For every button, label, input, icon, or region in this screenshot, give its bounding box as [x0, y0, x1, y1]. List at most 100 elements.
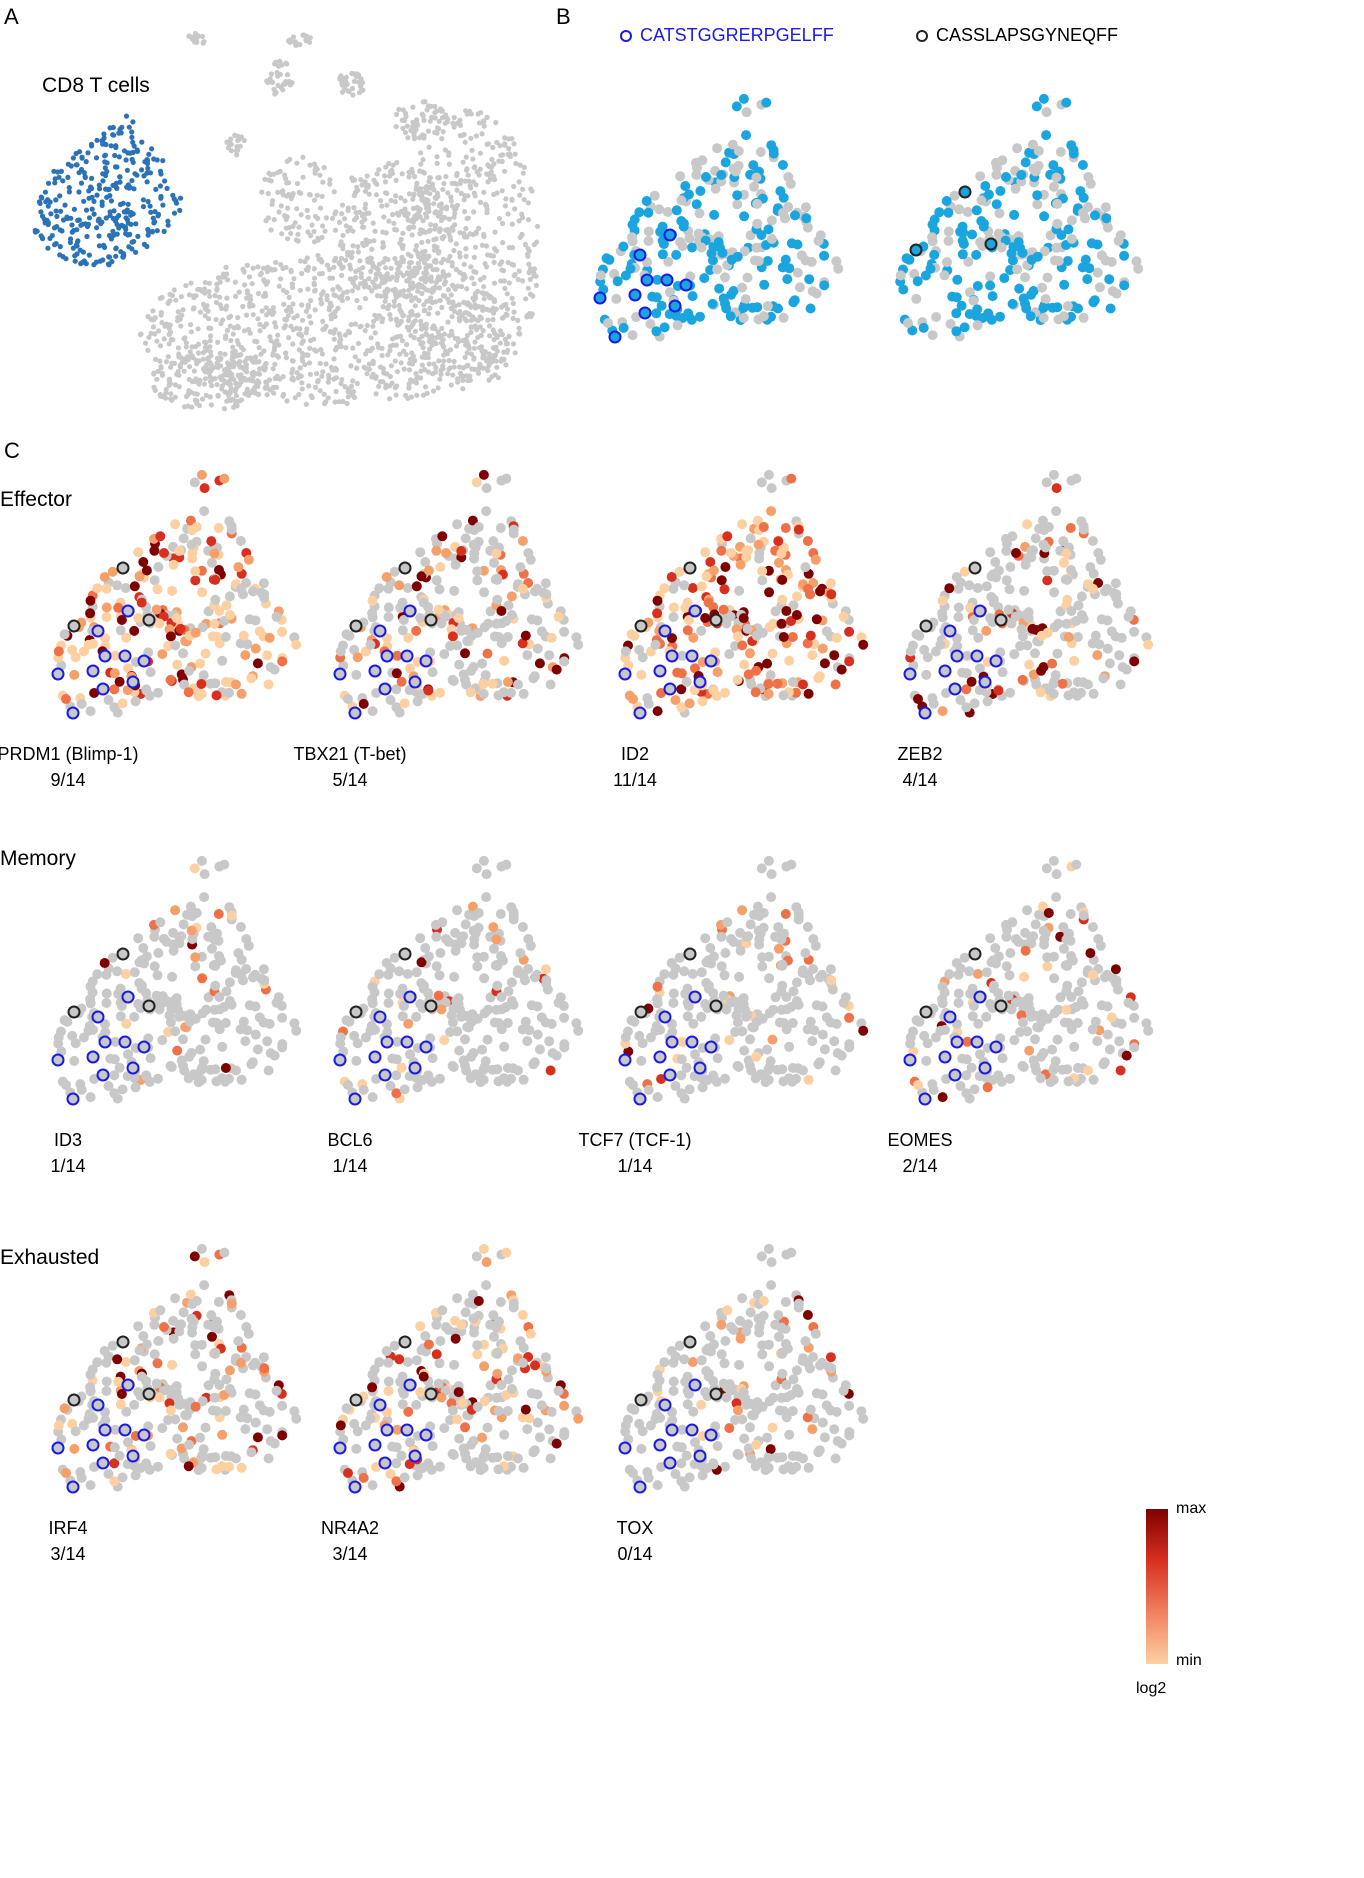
expressing-cell: [716, 545, 727, 556]
cell-point: [206, 922, 217, 933]
cell-point: [207, 557, 217, 568]
clone-expanded-cell: [671, 249, 682, 260]
cell-point: [650, 639, 661, 650]
expressing-cell: [652, 608, 663, 619]
clone-a-marker-icon: [620, 29, 632, 42]
clone-expanded-cell: [768, 148, 779, 159]
cd8-cell-point: [123, 157, 129, 163]
cell-point: [412, 696, 423, 707]
clone-expanded-cell: [695, 186, 706, 196]
cd8-cell-point: [133, 249, 139, 255]
cell-point: [457, 309, 463, 315]
expressing-cell: [787, 632, 798, 642]
cd8-cell-point: [710, 183, 721, 194]
cell-point: [213, 317, 219, 323]
clone-b-cell-marker: [709, 999, 723, 1013]
cell-point: [415, 547, 426, 558]
cell-point: [233, 381, 239, 387]
cell-point: [343, 694, 353, 704]
cell-point: [463, 154, 469, 160]
clone-expanded-cell: [1086, 238, 1097, 249]
cell-point: [311, 228, 317, 235]
cell-point: [152, 970, 163, 981]
cell-point: [451, 358, 457, 365]
expressing-cell: [1129, 656, 1140, 667]
expressing-cell: [117, 698, 128, 709]
cd8-cell-point: [41, 216, 47, 222]
cell-point: [1111, 589, 1122, 600]
cell-point: [420, 557, 431, 567]
clone-cell-marker: [633, 248, 647, 262]
expressing-cell: [1051, 483, 1062, 494]
cell-point: [1037, 515, 1048, 526]
cd8-cell-point: [993, 228, 1004, 239]
cell-point: [1058, 536, 1069, 547]
cell-point: [155, 917, 166, 928]
cell-point: [251, 359, 257, 365]
cell-point: [317, 172, 323, 178]
clone-a-cell-marker: [408, 1061, 422, 1075]
cell-point: [176, 384, 182, 390]
clone-expanded-cell: [971, 249, 982, 260]
cell-point: [178, 533, 189, 544]
cell-point: [355, 340, 362, 347]
cell-point: [724, 649, 735, 660]
cell-point: [290, 327, 296, 333]
cell-point: [348, 266, 354, 272]
clone-a-cell-marker: [403, 604, 417, 618]
cell-point: [500, 220, 506, 227]
cell-point: [745, 919, 756, 930]
cell-point: [441, 934, 451, 944]
cell-point: [520, 1016, 531, 1027]
cell-point: [396, 106, 402, 112]
cell-point: [520, 170, 526, 176]
clone-b-cell-marker: [709, 613, 723, 627]
cd8-cell-point: [76, 189, 82, 195]
cell-point: [1041, 477, 1052, 488]
panel-c-letter: C: [4, 438, 20, 463]
expressing-cell: [666, 572, 677, 582]
cell-point: [512, 206, 518, 212]
cell-point: [423, 265, 429, 271]
cell-point: [357, 324, 363, 330]
expressing-cell: [435, 687, 445, 698]
cell-point: [817, 1029, 828, 1040]
clone-a-cell-marker: [618, 667, 632, 681]
cell-point: [517, 162, 523, 168]
cell-point: [431, 187, 437, 193]
clone-expanded-cell: [1059, 279, 1070, 290]
cell-point: [421, 270, 427, 276]
expressing-cell: [810, 554, 821, 565]
expressing-cell: [200, 648, 211, 659]
cd8-cell-point: [85, 221, 92, 227]
cell-point: [326, 307, 332, 313]
cell-point: [380, 366, 386, 372]
group-memory-label: Memory: [0, 847, 76, 870]
cell-point: [697, 1082, 708, 1093]
expressing-cell: [186, 925, 197, 936]
cell-point: [443, 227, 449, 233]
clone-expanded-cell: [651, 292, 662, 303]
clone-b-label: CASSLAPSGYNEQFF: [936, 25, 1119, 45]
cell-point: [183, 344, 189, 350]
clone-expanded-cell: [738, 93, 749, 104]
cell-point: [145, 667, 156, 678]
cell-point: [208, 333, 214, 339]
cd8-cell-point: [96, 182, 102, 188]
cell-point: [430, 371, 436, 377]
expressing-cell: [233, 562, 244, 573]
cell-point: [405, 1049, 415, 1060]
cell-point: [384, 286, 390, 292]
cell-point: [468, 135, 474, 141]
cell-point: [441, 331, 447, 337]
expressing-cell: [844, 626, 855, 637]
gene-expression-plot: [618, 469, 869, 720]
cell-point: [486, 377, 492, 383]
cell-point: [339, 376, 345, 383]
clone-a-cell-marker: [663, 682, 677, 696]
clone-cell-marker: [640, 273, 654, 287]
cell-point: [784, 1041, 795, 1052]
expressing-cell: [133, 547, 144, 558]
cell-point: [228, 337, 234, 344]
cd8-cell-point: [60, 178, 66, 184]
